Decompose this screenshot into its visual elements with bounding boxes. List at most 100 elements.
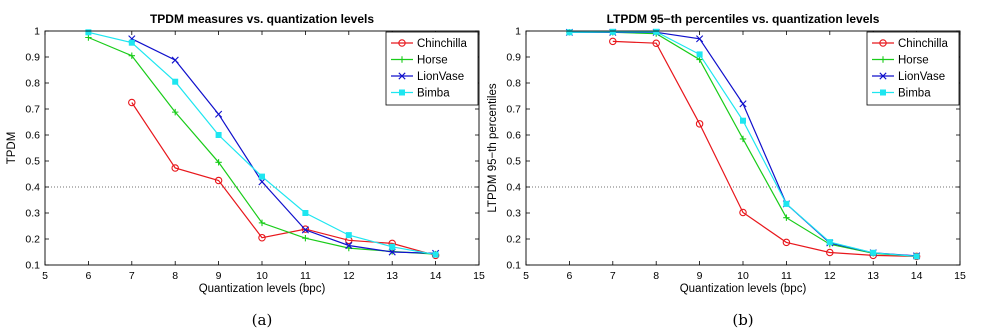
data-point (215, 131, 222, 138)
legend-marker (879, 56, 887, 63)
x-tick-label: 11 (300, 270, 311, 282)
legend-marker (398, 39, 406, 47)
data-point (301, 226, 309, 234)
data-point (85, 29, 92, 36)
data-point (652, 39, 660, 47)
chart-title: TPDM measures vs. quantization levels (150, 12, 374, 26)
x-tick-label: 7 (610, 270, 616, 282)
x-tick-label: 8 (172, 270, 178, 282)
y-tick-label: 1 (34, 26, 40, 38)
y-tick-label: 0.1 (506, 260, 521, 272)
legend-label: LionVase (417, 71, 464, 83)
data-point (215, 159, 222, 166)
data-point (301, 225, 310, 233)
x-axis-label: Quantization levels (bpc) (199, 283, 326, 295)
data-point (696, 51, 703, 58)
y-tick-label: 0.6 (506, 130, 521, 142)
data-point (782, 238, 791, 247)
y-tick-label: 0.4 (25, 182, 40, 194)
legend-marker (879, 39, 887, 47)
x-tick-label: 13 (867, 270, 879, 282)
legend-marker (398, 56, 406, 63)
x-tick-label: 6 (85, 270, 91, 282)
data-point (345, 241, 353, 250)
data-point (128, 39, 135, 46)
x-tick-label: 7 (129, 270, 135, 282)
data-point (609, 28, 616, 35)
x-tick-label: 12 (343, 270, 355, 282)
series-line (131, 38, 436, 254)
y-tick-label: 0.5 (506, 156, 521, 168)
data-point (739, 100, 747, 108)
x-tick-label: 5 (523, 270, 529, 282)
legend-marker (880, 89, 887, 96)
data-point (826, 239, 833, 246)
data-point (609, 37, 617, 46)
y-tick-label: 0.7 (506, 104, 521, 116)
data-point (128, 98, 136, 107)
x-axis-label: Quantization levels (bpc) (680, 283, 807, 295)
axes-frame (525, 30, 961, 266)
legend-item-horse: Horse (872, 55, 929, 67)
figure-caption: (b) (732, 311, 753, 329)
axes-frame (44, 30, 480, 266)
data-point (302, 235, 309, 242)
y-tick-label: 0.4 (506, 182, 521, 194)
chart-panel-a: 5 6 7 8 9 10 11 12 13 14 15 0.1 0.2 0.3 0.4 0.5 0.6 0.7 0.… (6, 12, 485, 329)
x-tick-label: 14 (430, 270, 442, 282)
data-point (653, 28, 660, 35)
x-tick-label: 14 (911, 270, 923, 282)
legend-item-lionvase: LionVase (872, 71, 945, 83)
data-point (215, 110, 223, 118)
data-point (85, 34, 92, 41)
x-tick-label: 12 (824, 270, 836, 282)
legend-label: Horse (417, 55, 448, 67)
data-point (388, 248, 396, 256)
data-point (696, 35, 704, 43)
data-point (696, 56, 703, 63)
data-point (258, 178, 266, 186)
y-tick-label: 0.3 (25, 208, 40, 220)
legend: Chinchilla Horse LionVase Bimba (866, 31, 960, 106)
y-tick-label: 0.5 (25, 156, 40, 168)
data-point (258, 173, 265, 180)
y-tick-label: 0.9 (25, 52, 40, 64)
data-point (432, 251, 439, 258)
series-line (612, 40, 917, 257)
data-point (172, 108, 179, 116)
legend-item-chinchilla: Chinchilla (872, 38, 948, 50)
y-tick-label: 0.8 (506, 78, 521, 90)
legend-item-horse: Horse (391, 55, 448, 67)
x-tick-label: 15 (954, 270, 966, 282)
y-tick-label: 0.1 (25, 260, 40, 272)
x-tick-label: 8 (653, 270, 659, 282)
data-point (258, 233, 266, 242)
chart-panel-b: 5 6 7 8 9 10 11 12 13 14 15 0.1 0.2 0.3 0.4 0.5 0.6 0.7 0.… (487, 12, 966, 329)
series-chinchilla (128, 98, 440, 260)
legend-item-chinchilla: Chinchilla (391, 38, 467, 50)
x-tick-label: 5 (42, 270, 48, 282)
series-bimba (566, 28, 920, 260)
chart-title: LTPDM 95−th percentiles vs. quantization… (607, 12, 880, 26)
data-point (389, 243, 396, 250)
data-point (739, 135, 747, 143)
legend-item-bimba: Bimba (391, 88, 450, 100)
x-tick-label: 10 (256, 270, 268, 282)
legend-item-bimba: Bimba (872, 88, 931, 100)
x-tick-label: 9 (216, 270, 222, 282)
x-tick-label: 13 (386, 270, 398, 282)
data-point (172, 78, 179, 85)
data-point (171, 56, 179, 64)
data-point (171, 164, 179, 172)
series-bimba (85, 29, 439, 258)
y-tick-label: 0.2 (506, 234, 521, 246)
legend-label: Chinchilla (417, 38, 467, 50)
data-point (740, 117, 747, 124)
data-point (214, 176, 223, 185)
data-point (826, 248, 834, 257)
y-tick-label: 0.9 (506, 52, 521, 64)
y-tick-label: 0.2 (25, 234, 40, 246)
legend-label: Bimba (417, 88, 450, 100)
x-tick-label: 10 (737, 270, 749, 282)
y-axis-label: TPDM (6, 132, 18, 165)
